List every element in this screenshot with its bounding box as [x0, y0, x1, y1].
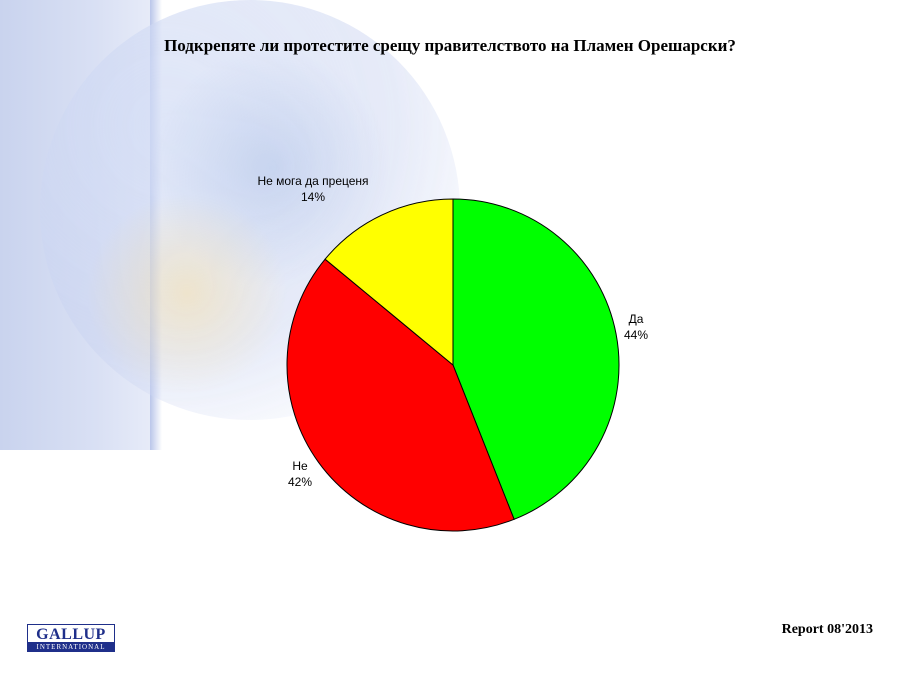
pie-slice-2 [286, 258, 515, 532]
report-label: Report 08'2013 [781, 622, 873, 637]
pie-slice-3 [324, 198, 454, 367]
logo-sub-text: INTERNATIONAL [27, 643, 115, 652]
pie-slice-1 [452, 198, 620, 520]
slice-value-label-3: 14% [301, 190, 325, 204]
gallup-logo: GALLUP INTERNATIONAL [27, 624, 115, 654]
logo-main-text: GALLUP [27, 624, 115, 643]
slice-label-1: Да [629, 312, 644, 326]
slice-label-3: Не мога да преценя [257, 174, 368, 188]
slice-value-label-1: 44% [624, 328, 648, 342]
slice-value-label-2: 42% [288, 475, 312, 489]
chart-title: Подкрепяте ли протестите срещу правителс… [164, 36, 736, 55]
slice-label-2: Не [292, 459, 308, 473]
